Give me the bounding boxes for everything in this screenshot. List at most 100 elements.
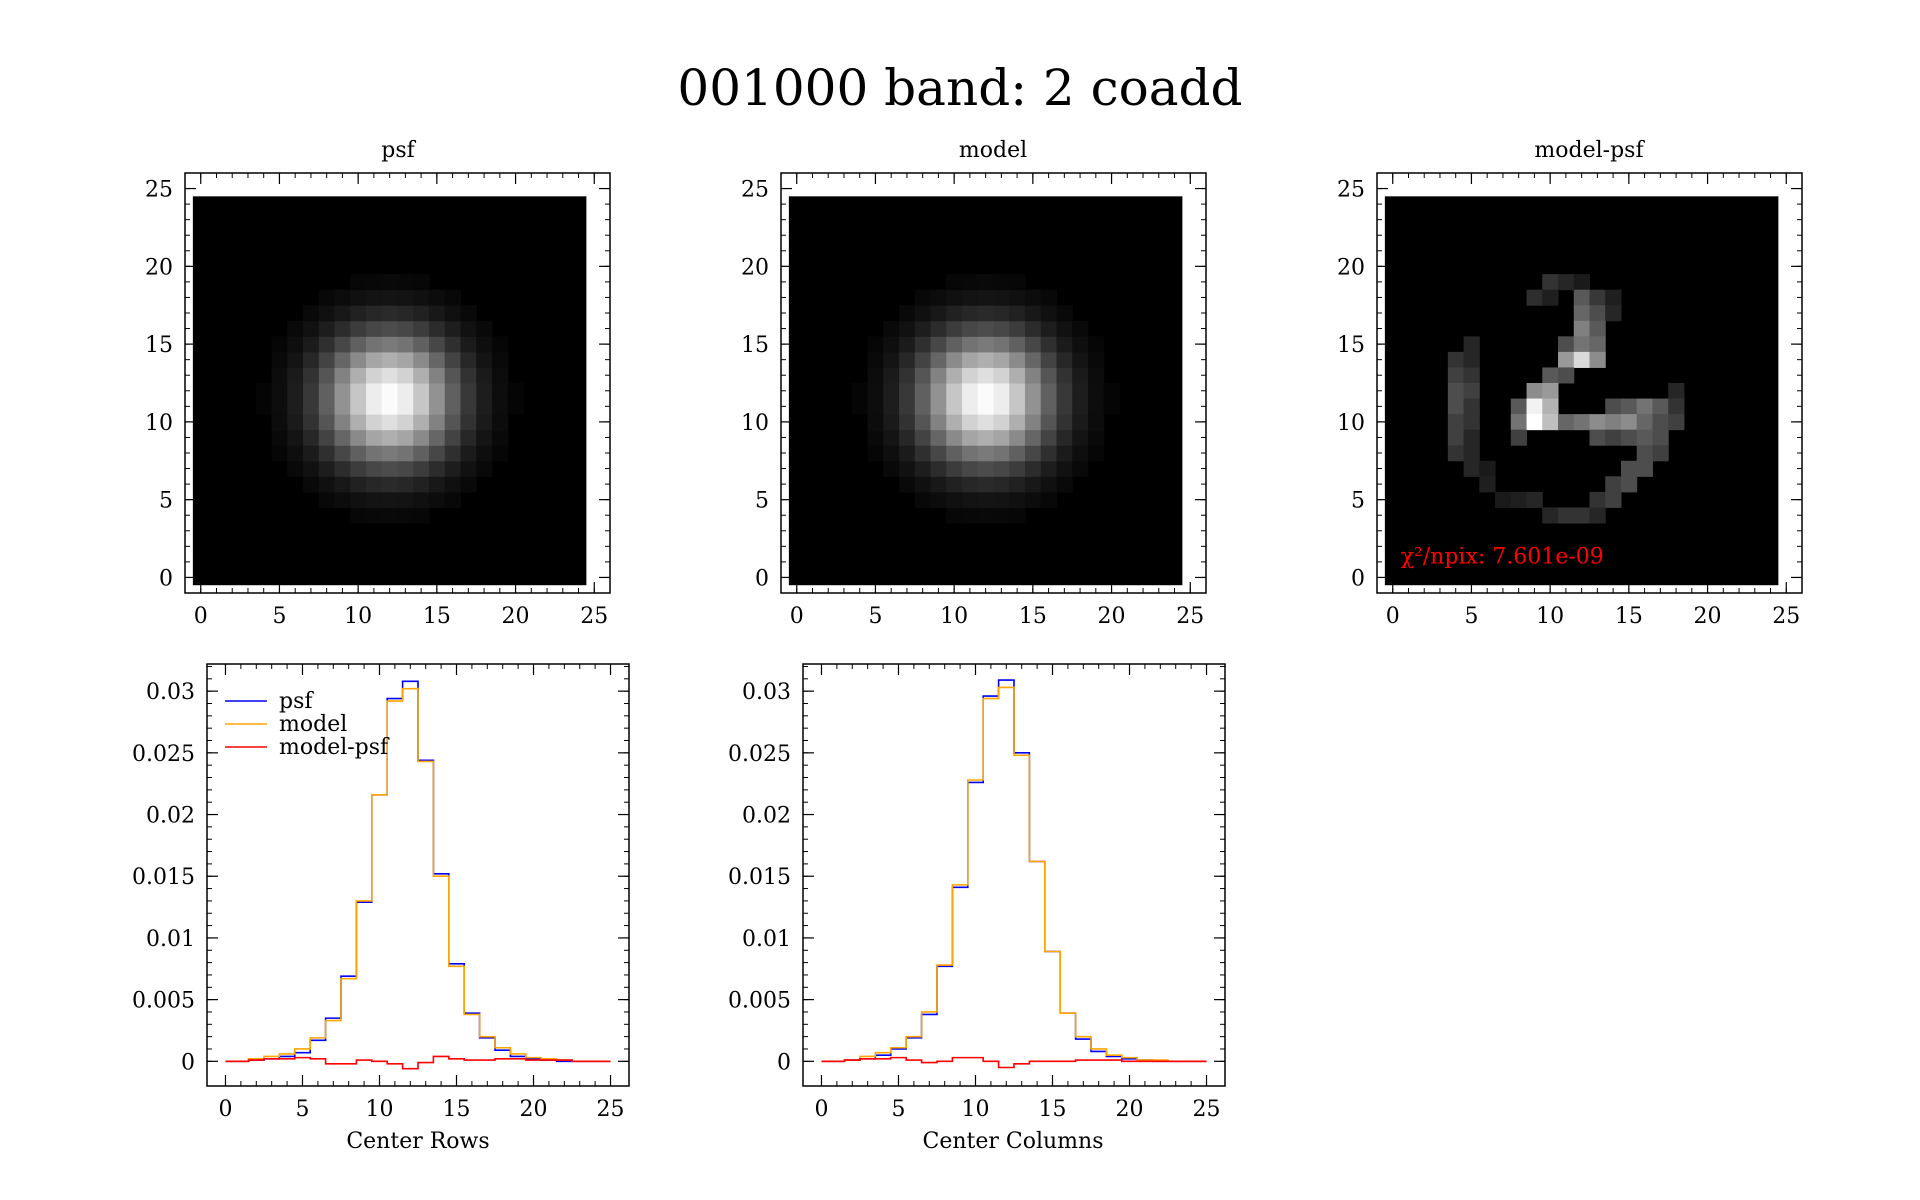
psf-image-pixel: [397, 491, 414, 508]
residual-image-pixel: [1447, 398, 1465, 415]
psf-image-pixel: [397, 476, 414, 493]
residual-image-pixel: [1510, 398, 1528, 415]
residual-image-pixel: [1463, 398, 1480, 415]
model-image-pixel: [1056, 305, 1073, 322]
psf-image-pixel: [334, 383, 351, 400]
rows-y-tick-label: 0.015: [132, 865, 195, 890]
psf-image-pixel: [318, 445, 336, 462]
psf-image-pixel: [303, 460, 320, 477]
residual-image-pixel: [1463, 367, 1480, 384]
model-image-pixel: [1087, 398, 1105, 415]
model-image-pixel: [962, 274, 979, 291]
psf-image-pixel: [428, 491, 446, 508]
model-image-pixel: [1087, 351, 1105, 368]
model-image-pixel: [899, 445, 916, 462]
model-image-pixel: [962, 507, 979, 524]
model-image-pixel: [962, 305, 979, 322]
model-image-pixel: [1056, 476, 1073, 493]
model-image-pixel: [883, 351, 900, 368]
psf-image-pixel: [397, 414, 414, 431]
model-image-pixel: [993, 507, 1010, 524]
psf-image-pixel: [366, 351, 383, 368]
model-image-pixel: [1024, 320, 1042, 337]
psf-image-pixel: [366, 398, 383, 415]
psf-image-pixel: [366, 336, 383, 353]
center-rows-x-axis-label: Center Rows: [346, 1129, 489, 1154]
psf-image-pixel: [350, 414, 367, 431]
model-image-pixel: [1009, 476, 1026, 493]
residual-image-pixel: [1479, 460, 1496, 477]
psf-image-pixel: [413, 289, 430, 306]
psf-image-pixel: [334, 429, 351, 446]
model-image-pixel: [993, 289, 1010, 306]
psf-image-pixel: [413, 429, 430, 446]
model-image-pixel: [1056, 336, 1073, 353]
rows-x-tick-label: 15: [443, 1097, 471, 1122]
psf-image-pixel: [303, 414, 320, 431]
model-image-pixel: [946, 383, 963, 400]
psf-image-pixel: [334, 351, 351, 368]
psf-image-pixel: [255, 398, 273, 415]
model-image-pixel: [1024, 289, 1042, 306]
model-image-pixel: [899, 460, 916, 477]
model-image-pixel: [1024, 414, 1042, 431]
columns-y-tick-label: 0: [777, 1050, 791, 1075]
model-x-tick-label: 20: [1098, 604, 1126, 629]
model-image-pixel: [1040, 367, 1057, 384]
model-image-pixel: [1056, 398, 1073, 415]
model-image-pixel: [930, 305, 947, 322]
model-image-pixel: [1087, 414, 1105, 431]
model-image-pixel: [1087, 367, 1105, 384]
model-image-pixel: [1024, 305, 1042, 322]
psf-image-pixel: [366, 274, 383, 291]
model-image-pixel: [930, 460, 947, 477]
model-image-pixel: [899, 398, 916, 415]
psf-image-pixel: [476, 429, 493, 446]
model-x-tick-label: 10: [940, 604, 968, 629]
psf-image-pixel: [413, 507, 430, 524]
model-image-pixel: [962, 460, 979, 477]
model-image-pixel: [1072, 383, 1089, 400]
residual-image-pixel: [1589, 491, 1606, 508]
residual-y-tick-label: 10: [1337, 411, 1365, 436]
psf-image-pixel: [476, 398, 493, 415]
psf-image-pixel: [381, 491, 398, 508]
residual-image-pixel: [1668, 398, 1685, 415]
legend-psf-label: psf: [279, 689, 314, 714]
model-image-pixel: [1040, 476, 1057, 493]
model-image-pixel: [883, 383, 900, 400]
model-image-pixel: [1056, 460, 1073, 477]
residual-image-pixel: [1589, 336, 1606, 353]
model-image-pixel: [977, 367, 994, 384]
model-image-pixel: [1009, 507, 1026, 524]
psf-image-pixel: [350, 351, 367, 368]
model-image-pixel: [962, 351, 979, 368]
psf-image-pixel: [460, 429, 477, 446]
psf-image-pixel: [476, 351, 493, 368]
model-image-pixel: [930, 336, 947, 353]
psf-image-pixel: [476, 445, 493, 462]
psf-image-pixel: [334, 476, 351, 493]
psf-image-pixel: [334, 414, 351, 431]
model-image-pixel: [993, 367, 1010, 384]
residual-image-pixel: [1558, 367, 1575, 384]
model-image-pixel: [962, 414, 979, 431]
model-image-pixel: [1009, 429, 1026, 446]
psf-image-pixel: [460, 476, 477, 493]
psf-image-pixel: [397, 507, 414, 524]
model-image-pixel: [899, 305, 916, 322]
residual-image-pixel: [1573, 305, 1590, 322]
psf-image-pixel: [460, 398, 477, 415]
psf-image-pixel: [491, 414, 509, 431]
residual-image-pixel: [1636, 414, 1653, 431]
psf-image-pixel: [334, 305, 351, 322]
residual-image-pixel: [1605, 398, 1622, 415]
residual-image-pixel: [1668, 414, 1685, 431]
model-image-pixel: [1072, 445, 1089, 462]
residual-image-pixel: [1526, 414, 1543, 431]
rows-x-tick-label: 25: [597, 1097, 625, 1122]
model-image-pixel: [1024, 491, 1042, 508]
psf-y-tick-label: 25: [145, 178, 173, 203]
model-image-pixel: [1024, 476, 1042, 493]
psf-image-pixel: [397, 274, 414, 291]
